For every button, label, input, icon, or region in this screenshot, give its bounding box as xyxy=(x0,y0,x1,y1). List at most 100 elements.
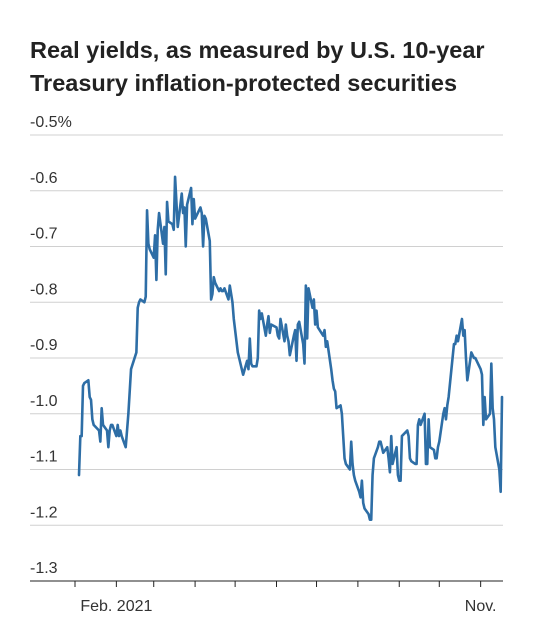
data-point xyxy=(397,474,399,476)
data-point xyxy=(343,457,345,459)
data-point xyxy=(222,290,224,292)
data-point xyxy=(270,323,272,325)
data-point xyxy=(238,357,240,359)
data-point xyxy=(191,223,193,225)
data-point xyxy=(294,329,296,331)
data-point xyxy=(261,312,263,314)
data-point xyxy=(334,390,336,392)
data-point xyxy=(466,379,468,381)
data-point xyxy=(92,424,94,426)
data-point xyxy=(297,323,299,325)
data-point xyxy=(335,407,337,409)
data-point xyxy=(171,223,173,225)
data-point xyxy=(445,418,447,420)
data-point xyxy=(350,440,352,442)
data-point xyxy=(373,457,375,459)
y-tick-label: -1.1 xyxy=(30,449,58,466)
y-tick-label: -0.5% xyxy=(30,114,72,131)
data-point xyxy=(246,360,248,362)
data-point xyxy=(342,435,344,437)
data-point xyxy=(285,323,287,325)
data-point xyxy=(349,468,351,470)
x-tick-label: Nov. xyxy=(465,598,497,615)
y-tick-label: -0.7 xyxy=(30,226,58,243)
data-point xyxy=(258,309,260,311)
data-point xyxy=(419,424,421,426)
data-point xyxy=(137,307,139,309)
data-point xyxy=(499,491,501,493)
data-point xyxy=(266,323,268,325)
data-point xyxy=(155,279,157,281)
data-point xyxy=(194,217,196,219)
data-point xyxy=(203,215,205,217)
data-point xyxy=(326,340,328,342)
data-point xyxy=(100,407,102,409)
data-point xyxy=(129,390,131,392)
data-point xyxy=(433,449,435,451)
y-tick-label: -0.9 xyxy=(30,337,58,354)
data-point xyxy=(98,429,100,431)
data-point xyxy=(126,429,128,431)
data-point xyxy=(205,217,207,219)
data-point xyxy=(351,463,353,465)
data-point xyxy=(146,209,148,211)
data-point xyxy=(230,293,232,295)
data-point xyxy=(219,287,221,289)
data-point xyxy=(390,435,392,437)
data-point xyxy=(139,298,141,300)
data-point xyxy=(175,201,177,203)
data-point xyxy=(493,418,495,420)
data-point xyxy=(82,385,84,387)
y-tick-label: -0.6 xyxy=(30,170,58,187)
data-point xyxy=(442,413,444,415)
data-point xyxy=(269,332,271,334)
y-tick-label: -0.8 xyxy=(30,281,58,298)
series-line xyxy=(77,175,504,521)
data-point xyxy=(481,374,483,376)
y-tick-label: -1.2 xyxy=(30,504,58,521)
data-point xyxy=(363,507,365,509)
data-point xyxy=(438,440,440,442)
data-point xyxy=(241,368,243,370)
data-point xyxy=(298,321,300,323)
data-point xyxy=(154,234,156,236)
data-point xyxy=(339,404,341,406)
data-point xyxy=(401,435,403,437)
data-point xyxy=(99,440,101,442)
data-point xyxy=(331,379,333,381)
data-point xyxy=(251,365,253,367)
data-point xyxy=(135,351,137,353)
data-point xyxy=(313,298,315,300)
data-point xyxy=(239,362,241,364)
data-point xyxy=(474,357,476,359)
data-point xyxy=(471,354,473,356)
data-point xyxy=(201,212,203,214)
data-point xyxy=(181,192,183,194)
data-point xyxy=(354,479,356,481)
data-point xyxy=(249,337,251,339)
data-point xyxy=(485,418,487,420)
data-point xyxy=(199,206,201,208)
data-point xyxy=(115,435,117,437)
data-point xyxy=(462,335,464,337)
data-point xyxy=(409,457,411,459)
data-point xyxy=(250,362,252,364)
data-point xyxy=(121,435,123,437)
data-point xyxy=(242,374,244,376)
data-point xyxy=(479,368,481,370)
data-point xyxy=(202,245,204,247)
chart-title: Real yields, as measured by U.S. 10-year… xyxy=(30,37,485,96)
data-point xyxy=(182,212,184,214)
data-point xyxy=(494,446,496,448)
data-point xyxy=(193,198,195,200)
data-point xyxy=(391,463,393,465)
data-point xyxy=(371,474,373,476)
data-point xyxy=(138,301,140,303)
data-point xyxy=(377,446,379,448)
data-point xyxy=(386,446,388,448)
data-point xyxy=(317,326,319,328)
data-point xyxy=(287,340,289,342)
data-point xyxy=(437,446,439,448)
data-point xyxy=(382,452,384,454)
